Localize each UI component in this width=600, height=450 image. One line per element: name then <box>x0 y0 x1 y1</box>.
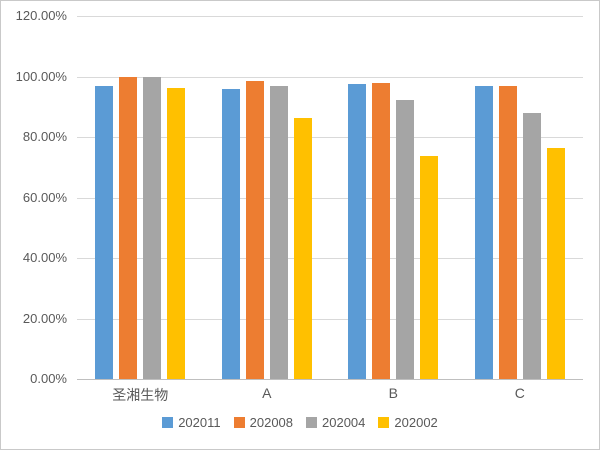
legend-swatch-202011 <box>162 416 174 428</box>
legend-swatch-202004 <box>306 416 318 428</box>
x-category-label: 圣湘生物 <box>112 387 169 403</box>
y-tick-label: 60.00% <box>22 189 67 205</box>
legend: 202011 202008 202004 202002 <box>1 412 599 432</box>
y-tick-label: 80.00% <box>22 129 67 144</box>
x-category-label: C <box>514 385 525 401</box>
y-tick-label: 0.00% <box>30 371 67 386</box>
legend-label: 202008 <box>249 414 294 430</box>
y-tick-label: 40.00% <box>22 250 67 265</box>
legend-item-202008: 202008 <box>233 414 294 430</box>
gridline <box>77 137 583 138</box>
gridline <box>77 16 583 17</box>
bar-202004-圣湘生物 <box>143 76 162 379</box>
bar-group-C <box>457 16 584 379</box>
y-tick-label: 100.00% <box>15 68 67 84</box>
x-axis-line <box>77 379 583 380</box>
x-category-label: B <box>388 385 398 401</box>
y-tick-label: 120.00% <box>15 8 67 23</box>
bar-group-A <box>204 16 331 379</box>
legend-item-202002: 202002 <box>378 414 438 430</box>
legend-swatch-202008 <box>233 416 245 428</box>
gridline <box>77 258 583 259</box>
bar-202002-B <box>420 155 439 379</box>
bar-202002-A <box>293 118 312 379</box>
bar-202011-A <box>221 89 240 379</box>
bar-202008-A <box>245 81 264 379</box>
legend-label: 202002 <box>394 414 438 430</box>
bar-202004-C <box>522 113 541 379</box>
legend-item-202004: 202004 <box>306 415 365 430</box>
y-tick-label: 20.00% <box>22 310 67 326</box>
legend-item-202011: 202011 <box>162 414 221 430</box>
y-axis: 0.00% 20.00% 40.00% 60.00% 80.00% 100.00% 120.… <box>1 1 67 449</box>
gridline <box>77 197 583 199</box>
bar-202008-B <box>372 83 391 379</box>
gridline <box>77 318 583 320</box>
legend-label: 202011 <box>178 414 221 430</box>
bar-202011-圣湘生物 <box>95 85 114 379</box>
bar-202008-C <box>498 86 517 379</box>
plot-area <box>77 16 584 380</box>
bar-group-圣湘生物 <box>77 16 204 379</box>
bar-202002-圣湘生物 <box>167 87 186 379</box>
bar-202011-C <box>474 86 493 379</box>
bar-group-B <box>330 16 457 379</box>
x-category-label: A <box>262 385 272 401</box>
bar-202004-B <box>396 99 415 379</box>
bar-202011-B <box>348 83 367 379</box>
legend-swatch-202002 <box>378 416 390 428</box>
bar-202008-圣湘生物 <box>119 76 138 379</box>
x-axis: 圣湘生物 A B C <box>77 385 583 405</box>
legend-label: 202004 <box>322 414 366 430</box>
gridline <box>77 76 583 78</box>
bar-202002-C <box>546 147 565 379</box>
bar-202004-A <box>269 86 288 379</box>
